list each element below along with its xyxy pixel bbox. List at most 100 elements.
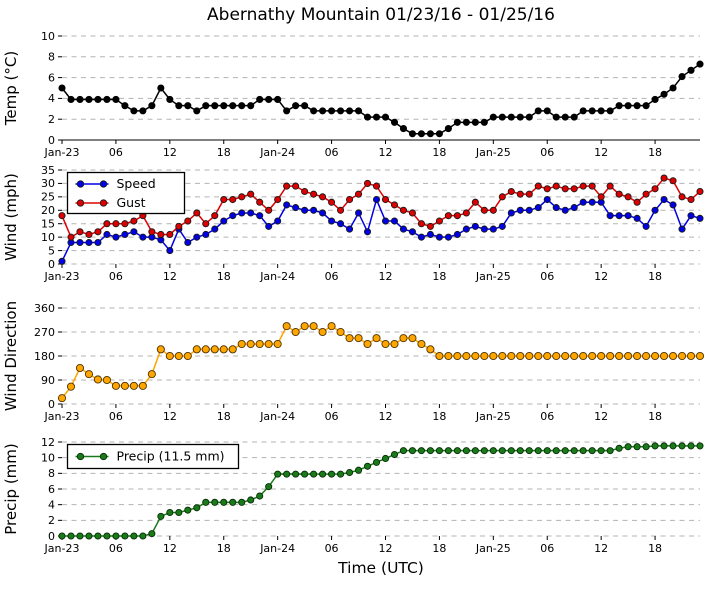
data-point (220, 498, 228, 506)
x-tick-label-precip: 18 (217, 542, 231, 555)
data-point (238, 193, 246, 201)
y-tick-label-wind-direction: 180 (34, 350, 55, 363)
data-point (265, 95, 273, 103)
data-point (561, 113, 569, 121)
y-tick-label-wind: 35 (41, 164, 55, 177)
data-point (390, 217, 399, 225)
data-point (651, 351, 660, 361)
data-point (579, 351, 588, 361)
y-tick-label-temp: 6 (48, 71, 55, 84)
x-tick-label-precip: Jan-24 (259, 542, 295, 555)
data-point (345, 107, 354, 115)
data-point (696, 214, 704, 222)
data-point (238, 102, 246, 110)
data-point (238, 209, 246, 217)
data-point (606, 212, 614, 220)
data-point (624, 351, 633, 361)
data-point (193, 504, 201, 512)
data-point (426, 130, 434, 138)
data-point (354, 107, 363, 115)
data-point (471, 118, 479, 126)
data-point (120, 381, 129, 390)
data-point (265, 222, 273, 230)
speed-series-markers (58, 195, 704, 265)
y-tick-label-precip: 10 (41, 451, 55, 464)
data-point (76, 532, 84, 540)
data-point (516, 190, 524, 198)
data-point (579, 182, 587, 190)
data-point (453, 230, 461, 239)
data-point (489, 225, 497, 233)
data-point (111, 381, 120, 390)
data-point (85, 230, 93, 239)
data-point (498, 447, 506, 455)
data-point (354, 209, 363, 217)
data-point (292, 470, 300, 478)
y-tick-label-wind: 15 (41, 218, 55, 231)
data-point (651, 442, 659, 450)
data-point (516, 447, 524, 455)
data-point (363, 113, 372, 121)
data-point (283, 201, 291, 209)
precip-legend-label: Precip (11.5 mm) (117, 449, 225, 464)
x-tick-label-precip: 18 (648, 542, 662, 555)
x-tick-label-temp: 12 (163, 146, 177, 159)
data-point (615, 102, 623, 110)
data-point (543, 107, 551, 115)
data-point (292, 182, 300, 190)
wind-legend: Speed Gust (66, 171, 186, 215)
data-point (157, 230, 165, 239)
data-point (696, 187, 704, 196)
chart-title: Abernathy Mountain 01/23/16 - 01/25/16 (207, 5, 555, 25)
y-tick-label-temp: 4 (48, 92, 55, 105)
data-point (381, 195, 390, 204)
data-point (301, 206, 309, 214)
data-point (480, 225, 488, 233)
data-point (256, 95, 264, 103)
x-tick-label-temp: 12 (594, 146, 608, 159)
data-point (363, 179, 372, 187)
data-point (354, 466, 363, 474)
data-point (642, 443, 650, 451)
data-point (220, 102, 228, 110)
data-point (390, 201, 399, 209)
data-point (417, 447, 425, 455)
x-tick-label-precip: 12 (594, 542, 608, 555)
data-point (336, 327, 345, 337)
data-point (237, 339, 246, 349)
data-point (220, 195, 228, 204)
data-point (426, 345, 435, 354)
data-point (310, 107, 318, 115)
data-point (668, 351, 678, 361)
data-point (238, 498, 246, 506)
data-point (660, 442, 668, 450)
data-point (156, 345, 165, 354)
data-point (94, 532, 102, 540)
x-tick-label-wind-direction: 12 (163, 410, 177, 423)
data-point (138, 381, 147, 390)
data-point (516, 113, 524, 121)
data-point (624, 193, 632, 201)
data-point (534, 107, 542, 115)
x-tick-label-temp: 18 (217, 146, 231, 159)
data-point (480, 206, 488, 214)
wind-direction-series-markers (57, 322, 705, 403)
data-point (498, 113, 506, 121)
data-point (552, 204, 560, 212)
data-point (255, 339, 264, 349)
data-point (597, 193, 605, 201)
data-point (435, 233, 443, 241)
wind-legend-marker (76, 199, 85, 207)
data-point (651, 95, 659, 103)
data-point (660, 90, 668, 98)
data-point (121, 230, 129, 239)
wind-legend-label: Speed (117, 176, 156, 191)
data-point (417, 339, 426, 349)
data-point (291, 327, 300, 337)
data-point (76, 238, 84, 247)
data-point (417, 220, 425, 228)
data-point (130, 217, 138, 225)
data-point (67, 233, 75, 241)
x-tick-label-wind-direction: 06 (540, 410, 554, 423)
